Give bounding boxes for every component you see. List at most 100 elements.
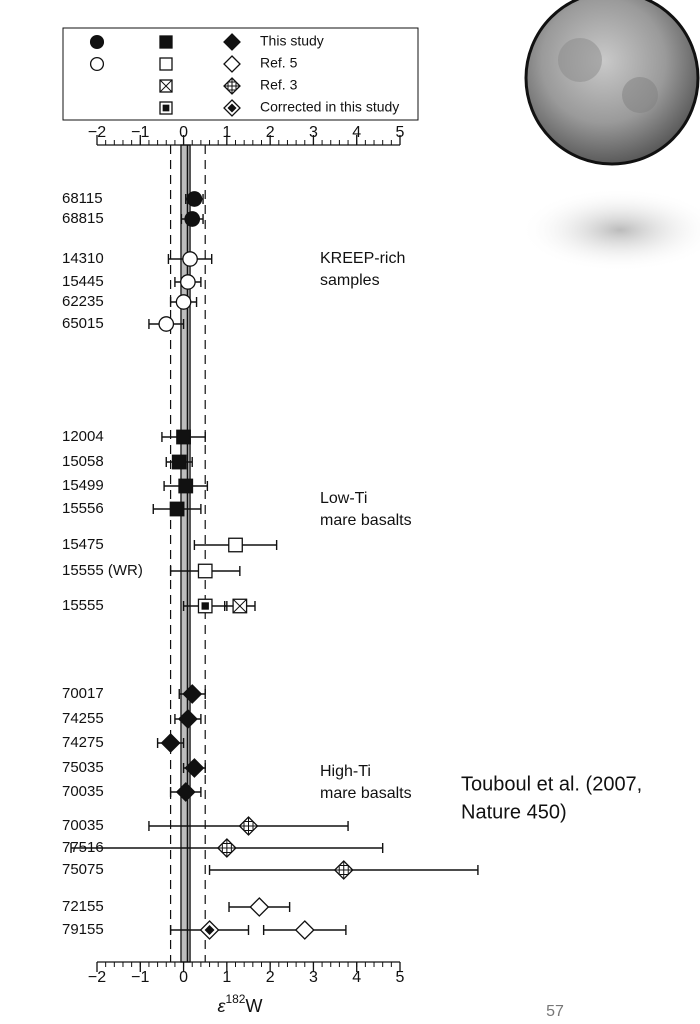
page-number: 57 [546, 1003, 564, 1020]
marker-shape [184, 211, 201, 227]
legend-marker [159, 35, 173, 49]
group-label: Low-Ti [320, 490, 367, 507]
legend-box [62, 27, 419, 121]
data-point [169, 501, 185, 517]
data-point [333, 860, 354, 880]
data-point [232, 598, 248, 614]
sample-label: 72155 [62, 898, 104, 915]
x-tick-label: 2 [266, 969, 275, 986]
x-tick-label: 4 [352, 969, 361, 986]
x-tick-label: −2 [88, 969, 106, 986]
x-tick-label: 2 [266, 124, 275, 141]
legend-marker [89, 56, 105, 72]
data-point [177, 709, 198, 729]
moon-mare [622, 77, 658, 113]
data-point [294, 920, 315, 940]
data-point [178, 478, 194, 494]
marker-shape [228, 537, 243, 553]
marker-shape [178, 478, 194, 494]
citation: Nature 450) [461, 801, 567, 823]
data-point [249, 897, 270, 917]
sample-label: 15556 [62, 500, 104, 517]
marker-shape [175, 782, 196, 802]
sample-label: 75075 [62, 861, 104, 878]
moon-shadow [520, 188, 700, 272]
group-label: mare basalts [320, 785, 412, 802]
sample-label: 65015 [62, 315, 104, 332]
marker-cross [227, 81, 237, 91]
sample-label: 62235 [62, 293, 104, 310]
legend-marker [223, 77, 241, 95]
moon [524, 0, 700, 166]
marker-shape [204, 925, 215, 935]
data-point [238, 816, 259, 836]
legend-marker [223, 33, 241, 51]
marker-shape [249, 897, 270, 917]
x-tick-label: −1 [131, 969, 149, 986]
legend-marker [89, 34, 105, 50]
data-point [184, 758, 205, 778]
x-tick-label: −1 [131, 124, 149, 141]
marker-shape [159, 57, 173, 71]
marker-shape [160, 733, 181, 753]
x-tick-label: 4 [352, 124, 361, 141]
data-point [160, 733, 181, 753]
marker-shape [197, 563, 213, 579]
marker-shape [186, 191, 203, 207]
data-point [197, 598, 213, 614]
data-point [180, 274, 196, 290]
moon-mare [558, 38, 602, 82]
sample-label: 15555 (WR) [62, 562, 143, 579]
x-label-symbol: ε [218, 996, 227, 1016]
legend-marker [223, 99, 241, 117]
data-point [197, 563, 213, 579]
data-point [216, 838, 237, 858]
marker-shape [169, 501, 185, 517]
sample-label: 68115 [62, 190, 103, 207]
marker-shape [223, 33, 241, 51]
data-point [176, 429, 191, 445]
sample-label: 74275 [62, 734, 104, 751]
sample-label: 15058 [62, 453, 104, 470]
x-tick-label: 1 [222, 969, 231, 986]
marker-shape [180, 274, 196, 290]
sample-label: 15555 [62, 597, 104, 614]
sample-label: 68815 [62, 210, 104, 227]
x-tick-label: 5 [396, 124, 405, 141]
marker-shape [177, 709, 198, 729]
marker-shape [227, 103, 237, 113]
marker-cross [159, 79, 173, 93]
x-tick-label: 3 [309, 124, 318, 141]
legend-marker [159, 57, 173, 71]
legend-marker [159, 101, 173, 115]
x-label-sup: 182 [225, 992, 245, 1006]
reference-band [180, 144, 191, 963]
x-tick-label: 0 [179, 969, 188, 986]
sample-label: 70035 [62, 817, 104, 834]
marker-cross [243, 821, 254, 831]
marker-shape [175, 294, 192, 310]
marker-shape [158, 316, 175, 332]
legend-label: Ref. 3 [260, 77, 298, 93]
group-label: KREEP-rich [320, 250, 405, 267]
legend-label: This study [260, 33, 324, 49]
x-axis-label: ε182W [218, 992, 263, 1016]
group-label: samples [320, 272, 380, 289]
sample-label: 74255 [62, 710, 104, 727]
marker-shape [184, 758, 205, 778]
sample-label: 70017 [62, 685, 104, 702]
sample-label: 12004 [62, 428, 104, 445]
data-point [199, 920, 220, 940]
sample-label: 15499 [62, 477, 104, 494]
sample-label: 75035 [62, 759, 104, 776]
citation: Touboul et al. (2007, [461, 773, 642, 795]
marker-shape [182, 251, 198, 267]
x-tick-label: 1 [222, 124, 231, 141]
data-point [182, 251, 198, 267]
data-point [158, 316, 175, 332]
marker-shape [201, 602, 209, 610]
legend-label: Ref. 5 [260, 55, 298, 71]
marker-shape [176, 429, 191, 445]
marker-cross [232, 598, 247, 614]
x-label-base: W [245, 996, 262, 1016]
